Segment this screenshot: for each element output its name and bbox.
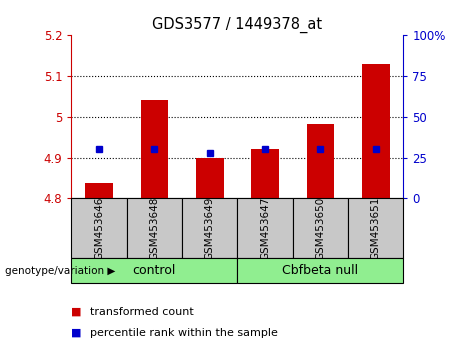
Text: percentile rank within the sample: percentile rank within the sample xyxy=(90,328,278,338)
Bar xyxy=(71,198,127,258)
Bar xyxy=(307,124,334,198)
Bar xyxy=(293,198,348,258)
Text: transformed count: transformed count xyxy=(90,307,194,316)
Text: GSM453647: GSM453647 xyxy=(260,196,270,260)
Bar xyxy=(348,198,403,258)
Text: ■: ■ xyxy=(71,307,82,316)
Text: control: control xyxy=(133,264,176,277)
Text: GSM453649: GSM453649 xyxy=(205,196,215,260)
Title: GDS3577 / 1449378_at: GDS3577 / 1449378_at xyxy=(152,16,323,33)
Text: GSM453651: GSM453651 xyxy=(371,196,381,260)
Bar xyxy=(251,149,279,198)
Bar xyxy=(182,198,237,258)
Text: GSM453650: GSM453650 xyxy=(315,197,325,260)
Bar xyxy=(237,198,293,258)
Bar xyxy=(362,64,390,198)
Bar xyxy=(85,183,113,198)
Bar xyxy=(196,158,224,198)
Text: Cbfbeta null: Cbfbeta null xyxy=(282,264,359,277)
Bar xyxy=(127,198,182,258)
Bar xyxy=(141,100,168,198)
Text: genotype/variation ▶: genotype/variation ▶ xyxy=(5,266,115,276)
Bar xyxy=(71,258,237,283)
Text: GSM453646: GSM453646 xyxy=(94,196,104,260)
Bar xyxy=(237,258,403,283)
Text: GSM453648: GSM453648 xyxy=(149,196,160,260)
Text: ■: ■ xyxy=(71,328,82,338)
